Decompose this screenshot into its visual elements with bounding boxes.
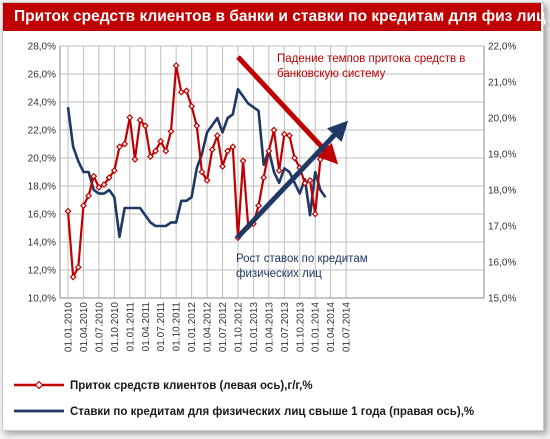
series-line-rates [66,87,327,239]
inflow-point [141,122,149,130]
annotation-blue-line-2: физических лиц [236,268,322,280]
left-axis-tick-label: 24,0% [28,98,56,109]
inflow-point [74,263,82,271]
inflow-point [126,113,134,121]
inflow-point [69,273,77,281]
x-axis-tick-label: 01.01.2014 [311,302,322,352]
right-axis-tick-label: 15,0% [488,294,516,305]
inflow-point [265,147,273,155]
inflow-point [136,116,144,124]
inflow-point [224,147,232,155]
inflow-point [105,174,113,182]
legend-label-inflow: Приток средств клиентов (левая ось),г/г,… [70,380,313,392]
x-axis-tick-label: 01.01.2010 [64,302,75,352]
inflow-point [260,174,268,182]
inflow-point [177,88,185,96]
inflow-point [116,143,123,151]
inflow-point [146,153,154,161]
inflow-point [80,202,87,210]
right-axis-tick-label: 22,0% [488,42,516,53]
left-axis-tick-label: 10,0% [28,294,56,305]
chart-title: Приток средств клиентов в банки и ставки… [14,8,546,25]
inflow-point [183,87,190,95]
legend-marker-inflow [34,380,44,390]
inflow-point [167,127,175,135]
inflow-point [203,176,211,184]
annotation-blue-line-1: Рост ставок по кредитам [236,253,368,265]
right-axis-tick-label: 17,0% [488,222,516,233]
x-axis-tick-label: 01.07.2014 [342,302,353,352]
inflow-point [229,143,237,151]
inflow-point [270,126,278,134]
inflow-point [286,132,293,140]
inflow-point [311,210,319,218]
right-axis-tick-label: 16,0% [488,258,516,269]
x-axis-tick-label: 01.10.2011 [172,302,183,352]
x-axis-tick-label: 01.10.2010 [110,302,121,352]
legend-label-rates: Ставки по кредитам для физических лиц св… [70,406,474,418]
inflow-point [193,122,201,130]
left-axis-tick-label: 22,0% [28,126,56,137]
x-axis-tick-label: 01.07.2013 [280,302,291,352]
right-axis-tick-label: 20,0% [488,114,516,125]
annotation-red-line-2: банковскую систему [277,68,386,80]
inflow-point [85,192,93,200]
x-axis-tick-label: 01.07.2010 [94,302,105,352]
inflow-point [131,155,139,163]
inflow-point [110,167,118,175]
x-axis-tick-label: 01.01.2011 [125,302,136,352]
inflow-point [152,147,159,155]
inflow-point [188,102,196,110]
inflow-point [291,154,299,162]
x-axis-tick-label: 01.07.2012 [218,302,229,352]
inflow-point [255,202,262,210]
x-axis-tick-label: 01.04.2014 [326,302,337,352]
left-axis-tick-label: 26,0% [28,70,56,81]
inflow-point [172,62,180,70]
inflow-point [64,207,72,215]
x-axis-tick-label: 01.04.2012 [203,302,214,352]
x-axis-tick-label: 01.04.2010 [79,302,90,352]
left-axis-tick-label: 14,0% [28,238,56,249]
title-bar: Приток средств клиентов в банки и ставки… [3,3,546,31]
x-axis-tick-label: 01.04.2011 [141,302,152,352]
inflow-point [157,137,165,145]
inflow-point [198,168,206,176]
inflow-point [90,172,98,180]
left-axis-tick-label: 18,0% [28,182,56,193]
left-axis-tick-label: 28,0% [28,42,56,53]
x-axis-tick-label: 01.01.2012 [187,302,198,352]
left-axis-tick-label: 20,0% [28,154,56,165]
inflow-point [280,130,288,138]
inflow-point [208,146,216,154]
x-axis-tick-label: 01.10.2012 [233,302,244,352]
inflow-point [213,132,221,140]
x-axis-tick-label: 01.04.2013 [264,302,275,352]
right-axis-tick-label: 19,0% [488,150,516,161]
annotation-red-line-1: Падение темпов притока средств в [277,53,465,65]
inflow-point [306,176,314,184]
x-axis-tick-label: 01.07.2011 [156,302,167,352]
inflow-point [121,140,129,148]
inflow-point [301,179,309,187]
x-axis-tick-label: 01.01.2013 [249,302,260,352]
inflow-point [239,157,247,165]
left-axis-tick-label: 16,0% [28,210,56,221]
inflow-point [162,147,170,155]
x-axis-tick-label: 01.10.2013 [295,302,306,352]
inflow-point [219,162,226,170]
inflow-point [275,167,283,175]
right-axis-tick-label: 18,0% [488,186,516,197]
blue-trend-arrow [235,120,349,240]
left-axis-tick-label: 12,0% [28,266,56,277]
inflow-point [100,181,108,189]
inflow-point [95,183,103,191]
right-axis-tick-label: 21,0% [488,78,516,89]
red-trend-arrow [236,55,339,165]
